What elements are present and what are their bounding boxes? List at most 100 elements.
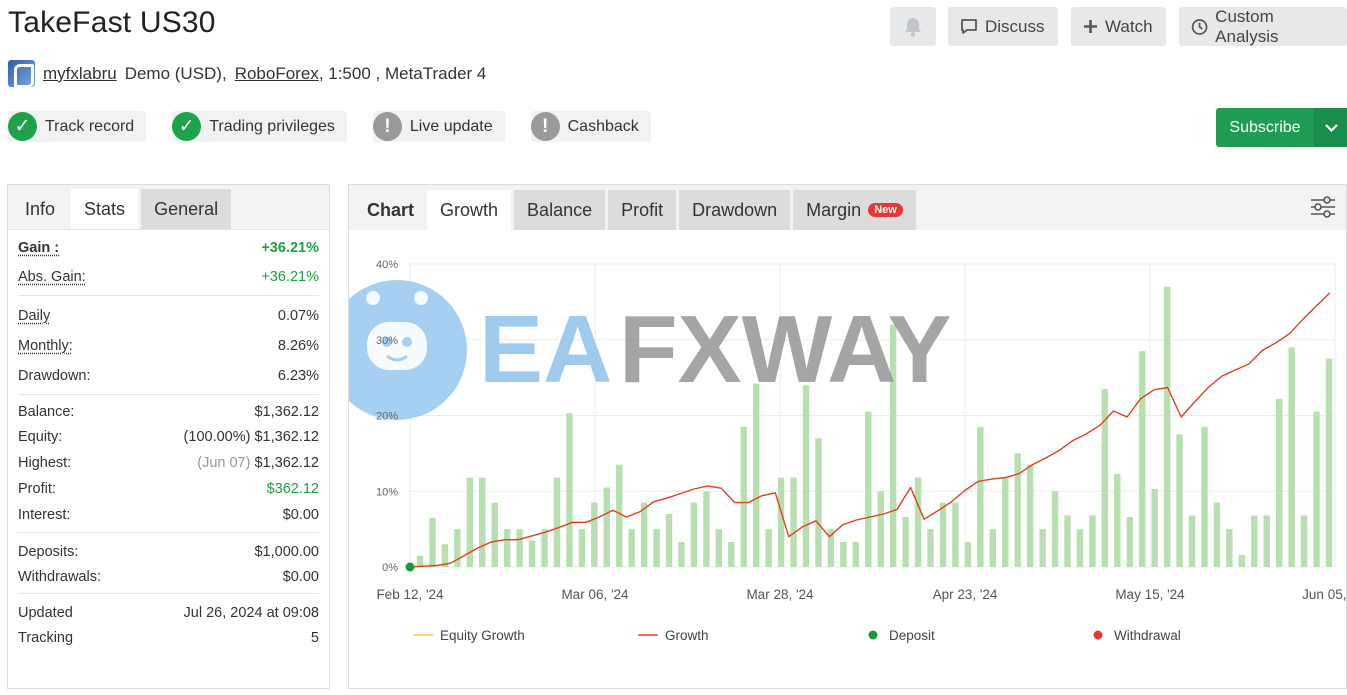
stat-abs-gain: Abs. Gain: +36.21% [18, 262, 319, 295]
stat-label[interactable]: Abs. Gain: [18, 268, 86, 285]
chart-bar [1089, 515, 1096, 567]
y-tick-label: 30% [376, 335, 398, 347]
y-tick-label: 0% [382, 562, 398, 574]
chevron-down-icon [1324, 123, 1338, 132]
subscribe-dropdown-toggle[interactable] [1314, 108, 1347, 147]
y-tick-label: 40% [376, 259, 398, 271]
stat-daily: Daily 0.07% [18, 296, 319, 330]
chart-bar [777, 477, 785, 567]
notification-bell-button[interactable] [890, 7, 936, 46]
chart-bar [964, 542, 972, 567]
chart-bars [416, 286, 1333, 567]
chart-bar [479, 477, 486, 567]
chart-bar [852, 542, 860, 567]
user-avatar[interactable] [8, 60, 35, 87]
stat-label: Balance: [18, 404, 75, 420]
tab-balance[interactable]: Balance [514, 190, 606, 230]
tab-profit[interactable]: Profit [608, 190, 677, 230]
growth-series-line [409, 292, 1331, 568]
stat-equity: Equity: (100.00%) $1,362.12 [18, 424, 319, 450]
x-tick-label: Mar 06, '24 [561, 587, 629, 602]
tab-growth[interactable]: Growth [427, 190, 512, 230]
stat-value: 0.07% [277, 307, 319, 324]
chart-bar [952, 502, 959, 567]
watch-label: Watch [1105, 16, 1153, 36]
user-link[interactable]: myfxlabru [43, 63, 117, 83]
stat-value: +36.21% [261, 240, 319, 256]
chart-bar [1201, 426, 1208, 567]
stat-value: $1,362.12 [254, 455, 319, 471]
stat-label: Interest: [18, 507, 71, 523]
chart-bar [690, 502, 698, 567]
chart-panel: Chart Growth Balance Profit Drawdown Mar… [348, 184, 1347, 689]
chart-bar [1238, 554, 1246, 567]
badge-trading-privileges[interactable]: ✓ Trading privileges [172, 111, 347, 142]
x-tick-label: May 15, '24 [1115, 587, 1185, 602]
tab-drawdown[interactable]: Drawdown [679, 190, 791, 230]
chart-bar [889, 324, 897, 567]
badge-live-update[interactable]: ! Live update [372, 111, 505, 142]
y-tick-label: 10% [376, 486, 398, 498]
stat-tracking: Tracking 5 [18, 625, 319, 651]
chart-bar [466, 477, 474, 567]
stats-panel: Info Stats General Gain : +36.21% Abs. G… [7, 184, 330, 689]
chart-bar [728, 542, 735, 567]
chart-growth-line [405, 292, 1331, 572]
discuss-label: Discuss [985, 16, 1045, 36]
watermark-text-fxway: FXWAY [619, 296, 952, 403]
chart-bar [1263, 515, 1270, 567]
legend-label: Growth [665, 628, 709, 643]
chart-bar [578, 529, 586, 567]
stat-label: Equity: [18, 429, 63, 445]
tab-margin[interactable]: Margin New [793, 190, 916, 230]
check-icon: ✓ [8, 112, 37, 141]
stat-label[interactable]: Monthly: [18, 337, 73, 354]
exclamation-icon: ! [372, 112, 402, 141]
account-type: Demo (USD), [124, 63, 227, 83]
stat-deposits: Deposits: $1,000.00 [18, 533, 319, 564]
stat-withdrawals: Withdrawals: $0.00 [18, 564, 319, 593]
stat-value: 8.26% [277, 337, 319, 354]
chart-bar [454, 529, 461, 567]
subscribe-button[interactable]: Subscribe [1216, 108, 1347, 147]
chart-bar [1051, 491, 1059, 567]
legend-swatch [1093, 630, 1103, 640]
discuss-button[interactable]: Discuss [948, 7, 1058, 46]
chart-bar [715, 529, 723, 567]
badge-track-record[interactable]: ✓ Track record [8, 111, 147, 142]
chart-tabs: Chart Growth Balance Profit Drawdown Mar… [349, 185, 1346, 230]
broker-link[interactable]: RoboForex [234, 63, 319, 83]
chart-bar [553, 477, 561, 567]
chart-bar [790, 477, 797, 567]
tab-info[interactable]: Info [25, 198, 56, 219]
chart-bar [1151, 488, 1158, 567]
chart-settings-button[interactable] [1310, 195, 1336, 224]
stat-label: Profit: [18, 481, 56, 497]
stat-balance: Balance: $1,362.12 [18, 395, 319, 424]
chart-bar [1076, 529, 1084, 567]
stat-value: $1,000.00 [254, 543, 319, 560]
equity-percent: (100.00%) [183, 429, 251, 445]
chart-tabs-heading: Chart [367, 199, 415, 220]
growth-chart[interactable]: EA FXWAY 0% 10% 20% 30% 40% Feb 12, '24 Mar 06… [349, 230, 1346, 688]
stat-value: $0.00 [282, 507, 319, 523]
stat-label[interactable]: Gain : [18, 240, 60, 256]
chart-bar [1126, 517, 1133, 567]
tab-margin-label: Margin [806, 199, 862, 220]
tab-general[interactable]: General [141, 189, 232, 229]
chart-bar [491, 502, 498, 567]
watermark: EA FXWAY [349, 280, 952, 420]
badge-label: Trading privileges [209, 117, 335, 135]
stat-label[interactable]: Drawdown: [18, 367, 91, 384]
custom-analysis-button[interactable]: Custom Analysis [1179, 7, 1347, 46]
stat-label[interactable]: Daily [18, 307, 51, 324]
stat-value: +36.21% [261, 268, 319, 285]
chart-bar [1101, 388, 1109, 567]
chart-bar [840, 542, 847, 567]
watch-button[interactable]: Watch [1071, 7, 1166, 46]
legend-swatch [868, 630, 878, 640]
chart-bar [566, 413, 573, 567]
badge-cashback[interactable]: ! Cashback [530, 111, 651, 142]
stat-drawdown: Drawdown: 6.23% [18, 361, 319, 394]
tab-stats[interactable]: Stats [71, 189, 139, 229]
